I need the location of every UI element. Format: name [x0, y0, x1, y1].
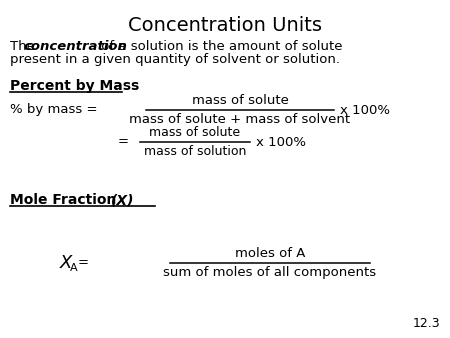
Text: moles of A: moles of A — [235, 247, 305, 260]
Text: of a solution is the amount of solute: of a solution is the amount of solute — [97, 40, 342, 53]
Text: =: = — [78, 257, 89, 269]
Text: concentration: concentration — [24, 40, 128, 53]
Text: mass of solute: mass of solute — [192, 94, 288, 107]
Text: x 100%: x 100% — [256, 136, 306, 148]
Text: 12.3: 12.3 — [412, 317, 440, 330]
Text: mass of solute: mass of solute — [149, 126, 241, 139]
Text: present in a given quantity of solvent or solution.: present in a given quantity of solvent o… — [10, 53, 340, 66]
Text: X: X — [60, 254, 72, 272]
Text: A: A — [70, 263, 77, 273]
Text: Mole Fraction: Mole Fraction — [10, 193, 121, 207]
Text: Concentration Units: Concentration Units — [128, 16, 322, 35]
Text: mass of solution: mass of solution — [144, 145, 246, 158]
Text: (X): (X) — [111, 193, 135, 207]
Text: % by mass =: % by mass = — [10, 103, 98, 117]
Text: =: = — [118, 136, 129, 148]
Text: mass of solute + mass of solvent: mass of solute + mass of solvent — [130, 113, 351, 126]
Text: The: The — [10, 40, 39, 53]
Text: x 100%: x 100% — [340, 103, 390, 117]
Text: sum of moles of all components: sum of moles of all components — [163, 266, 377, 279]
Text: Percent by Mass: Percent by Mass — [10, 79, 139, 93]
